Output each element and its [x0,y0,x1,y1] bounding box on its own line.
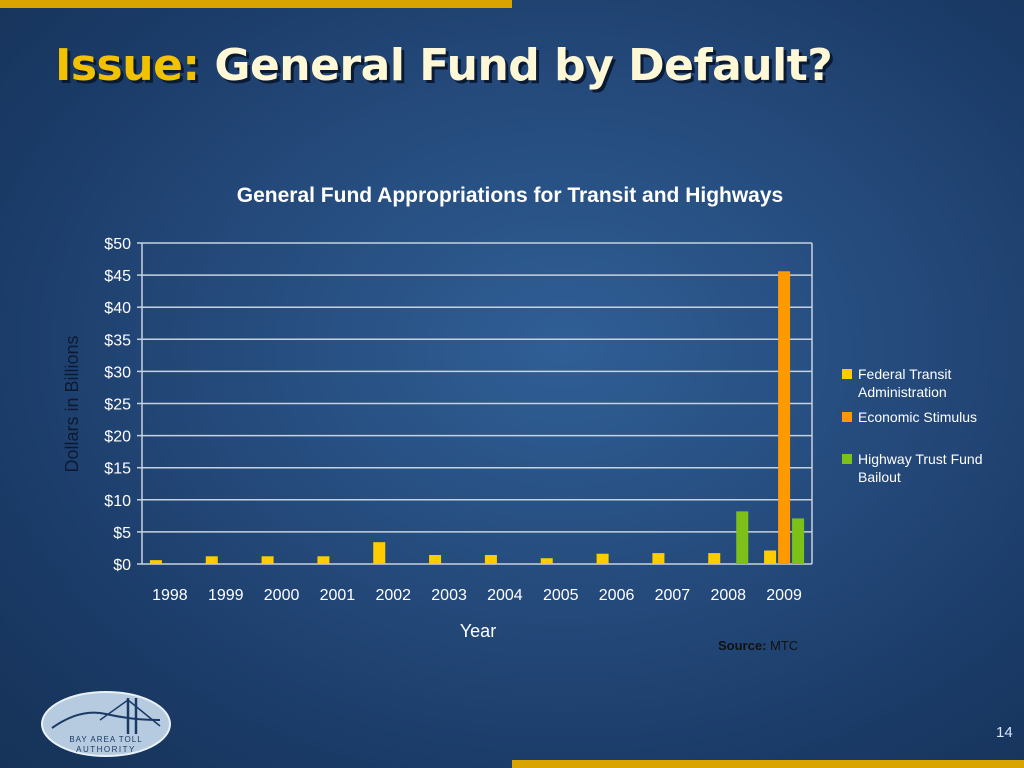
legend-label: Highway Trust Fund Bailout [858,451,983,485]
bar-federal-transit-administration-1999 [205,556,218,564]
bay-area-toll-authority-logo: BAY AREA TOLL AUTHORITY [41,691,171,757]
top-accent-bar [0,0,512,8]
bar-federal-transit-administration-2006 [596,553,609,564]
x-tick-label: 1998 [152,587,188,604]
x-tick-label: 2007 [655,587,691,604]
bar-federal-transit-administration-2007 [652,553,665,564]
bar-federal-transit-administration-2005 [540,558,553,564]
bar-federal-transit-administration-2003 [429,555,442,564]
y-tick-label: $5 [113,525,131,542]
chart-title: General Fund Appropriations for Transit … [237,184,783,207]
legend-swatch [842,412,852,422]
slide-title-prefix: Issue: [55,40,200,91]
x-tick-label: 2008 [710,587,746,604]
y-tick-label: $0 [113,557,131,574]
x-tick-label: 2006 [599,587,635,604]
bar-federal-transit-administration-2008 [708,553,721,564]
legend-label: Federal Transit Administration [858,366,951,400]
x-tick-label: 2003 [431,587,467,604]
bar-federal-transit-administration-2002 [373,542,386,564]
bar-federal-transit-administration-2004 [484,555,497,564]
x-axis-label: Year [460,621,496,641]
legend-swatch [842,369,852,379]
y-tick-label: $10 [104,493,131,510]
source-note: Source: MTC [718,638,798,653]
bottom-accent-bar [512,760,1024,768]
x-tick-label: 2009 [766,587,802,604]
y-axis-label: Dollars in Billions [62,335,82,472]
y-tick-label: $15 [104,461,131,478]
page-number: 14 [996,724,1013,741]
bar-highway-trust-fund-bailout-2008 [736,511,749,564]
source-label: Source: [718,638,767,653]
legend-label: Economic Stimulus [858,409,977,425]
x-tick-label: 2000 [264,587,300,604]
slide-title-text: General Fund by Default? [214,40,833,91]
legend-swatch [842,454,852,464]
x-tick-label: 2002 [375,587,411,604]
slide-title: Issue: General Fund by Default? [55,40,833,91]
y-tick-label: $45 [104,268,131,285]
bar-federal-transit-administration-1998 [149,560,162,564]
svg-text:AUTHORITY: AUTHORITY [76,745,136,754]
svg-text:BAY AREA TOLL: BAY AREA TOLL [69,735,142,744]
bar-highway-trust-fund-bailout-2009 [792,518,805,564]
y-tick-label: $30 [104,364,131,381]
bar-federal-transit-administration-2000 [261,556,274,564]
bar-federal-transit-administration-2009 [764,550,777,564]
y-tick-label: $50 [104,236,131,253]
y-tick-label: $20 [104,429,131,446]
bar-chart: General Fund Appropriations for Transit … [62,184,983,641]
x-tick-label: 1999 [208,587,244,604]
source-value: MTC [770,638,799,653]
y-tick-label: $40 [104,300,131,317]
y-tick-label: $35 [104,332,131,349]
x-tick-label: 2005 [543,587,579,604]
x-tick-label: 2001 [320,587,356,604]
y-tick-label: $25 [104,397,131,414]
bar-economic-stimulus-2009 [778,271,791,564]
bar-federal-transit-administration-2001 [317,556,330,564]
x-tick-label: 2004 [487,587,523,604]
